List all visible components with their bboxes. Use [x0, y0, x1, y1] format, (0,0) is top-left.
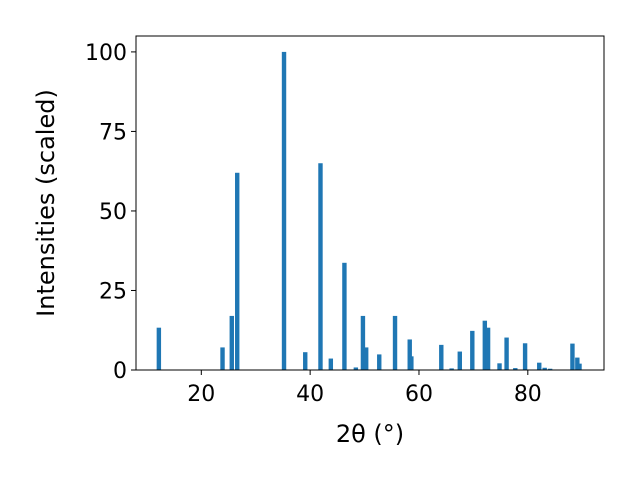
y-axis-ticks: 0 25 50 75 100: [85, 41, 136, 384]
bar: [485, 327, 491, 370]
y-tick-label: 75: [99, 120, 127, 145]
y-tick-label: 0: [113, 359, 127, 384]
bar: [513, 368, 518, 370]
bar-series: [156, 51, 582, 371]
bar: [235, 172, 240, 370]
bar: [497, 363, 502, 370]
x-tick-label: 20: [187, 382, 215, 407]
bar: [439, 344, 444, 370]
y-tick-label: 100: [85, 41, 127, 66]
bar: [392, 315, 398, 370]
bar: [449, 368, 454, 370]
bar: [482, 320, 488, 370]
y-tick-label: 25: [99, 279, 127, 304]
bar: [342, 262, 347, 370]
bar: [318, 163, 323, 370]
bar: [522, 343, 528, 370]
bar: [542, 367, 547, 370]
bar: [504, 337, 509, 370]
bar: [303, 352, 308, 370]
x-tick-label: 40: [296, 382, 324, 407]
bar: [328, 358, 334, 370]
bar: [570, 343, 575, 370]
plot-frame: [135, 35, 605, 371]
bar: [229, 315, 234, 370]
x-tick-label: 60: [405, 382, 433, 407]
bar: [407, 339, 412, 370]
x-axis-ticks: 20 40 60 80: [187, 370, 542, 407]
y-axis-label: Intensities (scaled): [32, 89, 60, 317]
bar: [363, 347, 369, 370]
bar: [377, 354, 382, 370]
bar: [281, 51, 287, 371]
bar: [156, 327, 162, 370]
x-axis-label: 2θ (°): [336, 420, 404, 448]
x-tick-label: 80: [514, 382, 542, 407]
bar: [409, 356, 414, 370]
bar: [360, 315, 366, 370]
bar: [353, 367, 359, 370]
y-tick-label: 50: [99, 200, 127, 225]
bar: [470, 330, 475, 370]
bar: [457, 351, 462, 370]
bar: [537, 362, 542, 370]
bar: [577, 363, 582, 370]
bar: [547, 368, 553, 370]
bar: [220, 347, 225, 370]
